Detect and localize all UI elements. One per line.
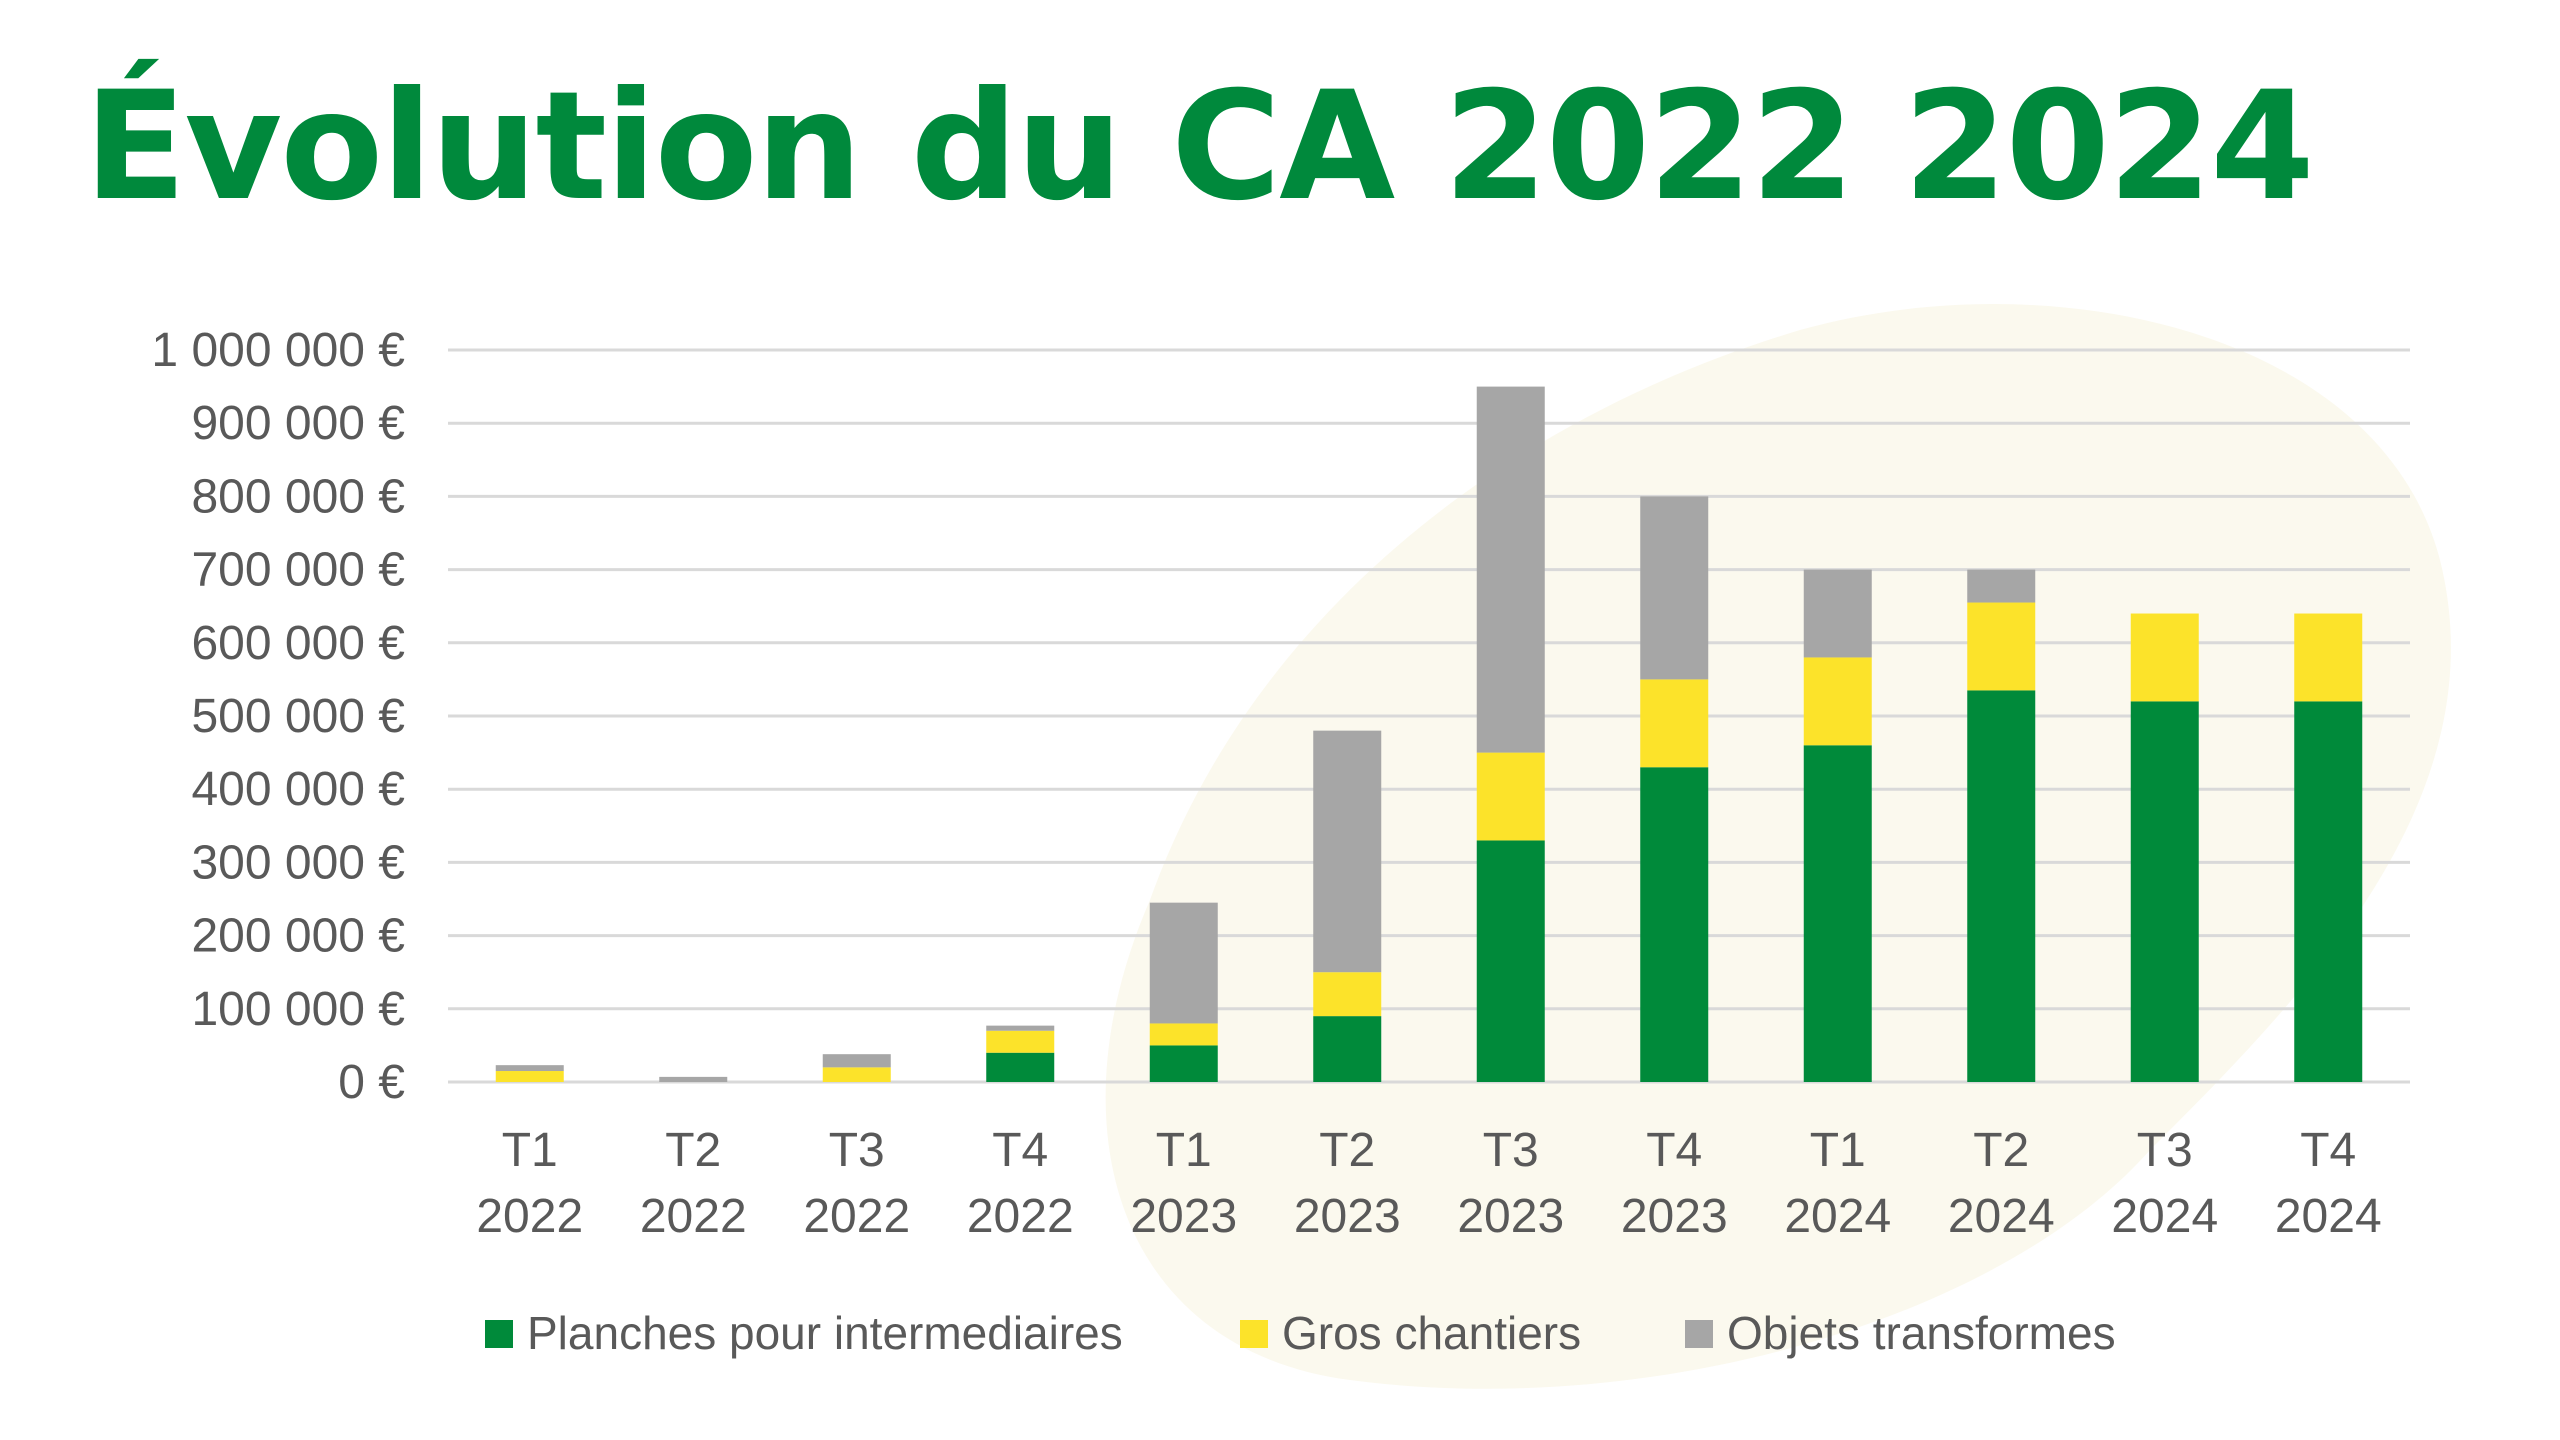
- x-tick-year: 2022: [967, 1190, 1074, 1243]
- x-tick-quarter: T1: [1810, 1124, 1866, 1177]
- y-tick-label: 500 000 €: [191, 690, 405, 743]
- x-tick-year: 2023: [1130, 1190, 1237, 1243]
- bar-segment-planches-t3-2024: [2130, 701, 2199, 1082]
- x-tick-quarter: T4: [1646, 1124, 1702, 1177]
- x-tick-year: 2022: [476, 1190, 583, 1243]
- legend-label-planches: Planches pour intermediaires: [527, 1307, 1123, 1359]
- x-tick-year: 2024: [1784, 1190, 1891, 1243]
- y-tick-label: 200 000 €: [191, 910, 405, 963]
- x-tick-year: 2023: [1457, 1190, 1564, 1243]
- bar-segment-gros-t3-2023: [1476, 752, 1545, 841]
- chart-gridlines: [448, 348, 2410, 1084]
- legend-label-gros: Gros chantiers: [1282, 1307, 1581, 1359]
- x-tick-quarter: T3: [829, 1124, 885, 1177]
- y-tick-label: 900 000 €: [191, 397, 405, 450]
- bar-segment-gros-t1-2023: [1149, 1023, 1218, 1046]
- bar-segment-gros-t1-2022: [495, 1071, 564, 1082]
- bar-segment-objets-t1-2022: [495, 1065, 564, 1072]
- x-tick-quarter: T4: [2300, 1124, 2356, 1177]
- x-tick-year: 2024: [2111, 1190, 2218, 1243]
- y-tick-label: 100 000 €: [191, 983, 405, 1036]
- background-watermark: [1105, 304, 2451, 1389]
- bar-segment-planches-t2-2023: [1313, 1016, 1382, 1082]
- bar-segment-objets-t2-2023: [1313, 730, 1382, 973]
- x-tick-year: 2022: [640, 1190, 747, 1243]
- bar-segment-planches-t4-2022: [986, 1052, 1055, 1082]
- bar-segment-objets-t2-2024: [1967, 569, 2036, 603]
- bar-segment-gros-t3-2024: [2130, 613, 2199, 702]
- bar-segment-planches-t2-2024: [1967, 690, 2036, 1082]
- bar-segment-objets-t3-2022: [822, 1054, 891, 1068]
- bar-segment-gros-t3-2022: [822, 1067, 891, 1082]
- y-tick-label: 1 000 000 €: [151, 324, 405, 377]
- x-tick-year: 2023: [1621, 1190, 1728, 1243]
- legend-swatch-objets: [1685, 1320, 1713, 1348]
- x-tick-year: 2024: [1948, 1190, 2055, 1243]
- bar-segment-objets-t1-2023: [1149, 902, 1218, 1024]
- x-tick-quarter: T4: [992, 1124, 1048, 1177]
- x-tick-year: 2023: [1294, 1190, 1401, 1243]
- bar-segment-gros-t4-2022: [986, 1030, 1055, 1053]
- bar-segment-gros-t1-2024: [1803, 657, 1872, 746]
- bar-segment-planches-t4-2024: [2294, 701, 2363, 1082]
- watermark-shape: [1105, 304, 2451, 1389]
- legend-swatch-planches: [485, 1320, 513, 1348]
- x-tick-year: 2024: [2275, 1190, 2382, 1243]
- x-tick-quarter: T3: [2137, 1124, 2193, 1177]
- legend-swatch-gros: [1240, 1320, 1268, 1348]
- bar-segment-objets-t3-2023: [1476, 386, 1545, 753]
- bar-segment-objets-t4-2023: [1640, 496, 1709, 680]
- bar-segment-gros-t2-2023: [1313, 972, 1382, 1017]
- chart-legend: Planches pour intermediaires Gros chantie…: [485, 1307, 2116, 1359]
- x-tick-quarter: T1: [502, 1124, 558, 1177]
- page-title: Évolution du CA 2022 2024: [84, 60, 2315, 234]
- y-tick-label: 400 000 €: [191, 763, 405, 816]
- y-tick-label: 300 000 €: [191, 836, 405, 889]
- bar-segment-objets-t4-2022: [986, 1025, 1055, 1031]
- bar-segment-gros-t2-2024: [1967, 602, 2036, 691]
- bar-segment-planches-t4-2023: [1640, 767, 1709, 1082]
- y-tick-label: 800 000 €: [191, 470, 405, 523]
- x-tick-quarter: T2: [1319, 1124, 1375, 1177]
- bar-segment-objets-t2-2022: [659, 1076, 728, 1082]
- bar-segment-gros-t4-2023: [1640, 679, 1709, 768]
- chart-bars: [495, 386, 2363, 1082]
- y-tick-label: 600 000 €: [191, 617, 405, 670]
- bar-segment-gros-t4-2024: [2294, 613, 2363, 702]
- bar-segment-planches-t1-2023: [1149, 1045, 1218, 1082]
- x-tick-quarter: T1: [1156, 1124, 1212, 1177]
- x-tick-quarter: T3: [1483, 1124, 1539, 1177]
- y-axis: 1 000 000 € 900 000 € 800 000 € 700 000 € 60…: [151, 324, 405, 1109]
- y-tick-label: 0 €: [338, 1056, 405, 1109]
- x-tick-quarter: T2: [665, 1124, 721, 1177]
- bar-segment-planches-t1-2024: [1803, 745, 1872, 1082]
- bar-segment-planches-t3-2023: [1476, 840, 1545, 1082]
- x-tick-quarter: T2: [1973, 1124, 2029, 1177]
- legend-label-objets: Objets transformes: [1727, 1307, 2116, 1359]
- bar-segment-objets-t1-2024: [1803, 569, 1872, 658]
- y-tick-label: 700 000 €: [191, 544, 405, 597]
- x-tick-year: 2022: [803, 1190, 910, 1243]
- x-axis: T1 2022 T2 2022 T3 2022 T4 2022 T1 2023 T2 2023 T3 20…: [476, 1124, 2381, 1243]
